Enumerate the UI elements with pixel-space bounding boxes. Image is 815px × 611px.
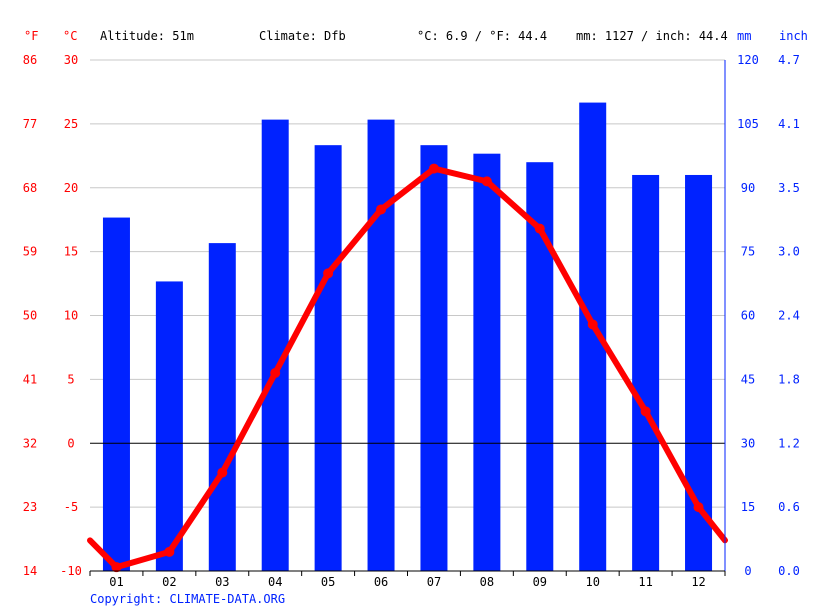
inch-tick-label: 2.4 bbox=[778, 309, 800, 323]
celsius-tick-label: -5 bbox=[64, 500, 78, 514]
millimeter-tick-label: 45 bbox=[741, 372, 755, 386]
month-tick-label: 06 bbox=[374, 575, 388, 589]
month-tick-label: 03 bbox=[215, 575, 229, 589]
grid-lines bbox=[90, 59, 725, 508]
month-tick-label: 02 bbox=[162, 575, 176, 589]
fahrenheit-tick-label: 68 bbox=[23, 181, 37, 195]
inch-tick-label: 1.8 bbox=[778, 372, 800, 386]
month-tick-label: 10 bbox=[585, 575, 599, 589]
fahrenheit-tick-label: 86 bbox=[23, 53, 37, 67]
millimeter-tick-label: 0 bbox=[744, 564, 751, 578]
celsius-tick-label: 5 bbox=[67, 372, 74, 386]
precipitation-bar bbox=[473, 153, 501, 571]
inch-tick-label: 0.6 bbox=[778, 500, 800, 514]
fahrenheit-tick-label: 32 bbox=[23, 436, 37, 450]
celsius-tick-label: -10 bbox=[60, 564, 82, 578]
millimeter-tick-label: 60 bbox=[741, 309, 755, 323]
temperature-point bbox=[640, 406, 651, 417]
altitude-label: Altitude: 51m bbox=[100, 29, 194, 43]
temperature-point bbox=[111, 562, 122, 573]
fahrenheit-tick-label: 23 bbox=[23, 500, 37, 514]
celsius-tick-label: 25 bbox=[64, 117, 78, 131]
precipitation-bar bbox=[632, 174, 660, 571]
temperature-point bbox=[534, 223, 545, 234]
inch-tick-label: 3.0 bbox=[778, 245, 800, 259]
month-tick-label: 08 bbox=[480, 575, 494, 589]
millimeter-tick-label: 75 bbox=[741, 245, 755, 259]
month-tick-label: 09 bbox=[533, 575, 547, 589]
precipitation-bar bbox=[420, 145, 448, 571]
temperature-series-line bbox=[87, 165, 728, 571]
fahrenheit-unit-label: °F bbox=[24, 29, 38, 43]
precipitation-bar bbox=[155, 281, 183, 571]
temperature-point bbox=[693, 502, 704, 513]
temperature-line bbox=[87, 163, 728, 573]
inch-unit-label: inch bbox=[779, 29, 808, 43]
copyright-link[interactable]: Copyright: CLIMATE-DATA.ORG bbox=[90, 592, 285, 606]
inch-tick-label: 3.5 bbox=[778, 181, 800, 195]
celsius-tick-label: 30 bbox=[64, 53, 78, 67]
climate-label: Climate: Dfb bbox=[259, 29, 346, 43]
month-tick-label: 11 bbox=[638, 575, 652, 589]
precipitation-bars bbox=[102, 102, 713, 571]
month-tick-label: 01 bbox=[109, 575, 123, 589]
precipitation-bar bbox=[314, 145, 342, 571]
average-temperature-label: °C: 6.9 / °F: 44.4 bbox=[417, 29, 547, 43]
millimeter-unit-label: mm bbox=[737, 29, 751, 43]
celsius-tick-label: 10 bbox=[64, 309, 78, 323]
millimeter-tick-label: 90 bbox=[741, 181, 755, 195]
millimeter-tick-label: 15 bbox=[741, 500, 755, 514]
right-axis-ticks: 0 0.0 15 0.6 30 1.2 45 1.8 60 2.4 75 3.0 90 3.5 105 4.1… bbox=[724, 53, 800, 578]
inch-tick-label: 4.1 bbox=[778, 117, 800, 131]
precipitation-bar bbox=[367, 119, 395, 571]
millimeter-tick-label: 120 bbox=[737, 53, 759, 67]
precipitation-bar bbox=[102, 217, 130, 571]
temperature-point bbox=[323, 268, 334, 279]
left-axis-ticks: 14 -10 23 -5 32 0 41 5 50 10 59 15 68 20 77 25 86 30 bbox=[23, 53, 82, 578]
month-tick-label: 04 bbox=[268, 575, 282, 589]
temperature-point bbox=[270, 367, 281, 378]
temperature-point bbox=[376, 204, 387, 215]
fahrenheit-tick-label: 41 bbox=[23, 372, 37, 386]
fahrenheit-tick-label: 59 bbox=[23, 245, 37, 259]
month-tick-label: 07 bbox=[427, 575, 441, 589]
temperature-point bbox=[481, 176, 492, 187]
millimeter-tick-label: 30 bbox=[741, 436, 755, 450]
precipitation-bar bbox=[261, 119, 289, 571]
inch-tick-label: 1.2 bbox=[778, 436, 800, 450]
month-tick-label: 05 bbox=[321, 575, 335, 589]
celsius-tick-label: 20 bbox=[64, 181, 78, 195]
inch-tick-label: 4.7 bbox=[778, 53, 800, 67]
temperature-point bbox=[164, 546, 175, 557]
fahrenheit-tick-label: 77 bbox=[23, 117, 37, 131]
millimeter-tick-label: 105 bbox=[737, 117, 759, 131]
temperature-point bbox=[428, 163, 439, 174]
temperature-point bbox=[217, 467, 228, 478]
temperature-point bbox=[587, 319, 598, 330]
x-axis-ticks: 01 02 03 04 05 06 07 08 09 10 11 12 bbox=[89, 570, 726, 589]
celsius-tick-label: 0 bbox=[67, 436, 74, 450]
precipitation-bar bbox=[208, 243, 236, 571]
celsius-unit-label: °C bbox=[63, 29, 77, 43]
celsius-tick-label: 15 bbox=[64, 245, 78, 259]
fahrenheit-tick-label: 50 bbox=[23, 309, 37, 323]
inch-tick-label: 0.0 bbox=[778, 564, 800, 578]
annual-precipitation-label: mm: 1127 / inch: 44.4 bbox=[576, 29, 728, 43]
fahrenheit-tick-label: 14 bbox=[23, 564, 37, 578]
month-tick-label: 12 bbox=[691, 575, 705, 589]
